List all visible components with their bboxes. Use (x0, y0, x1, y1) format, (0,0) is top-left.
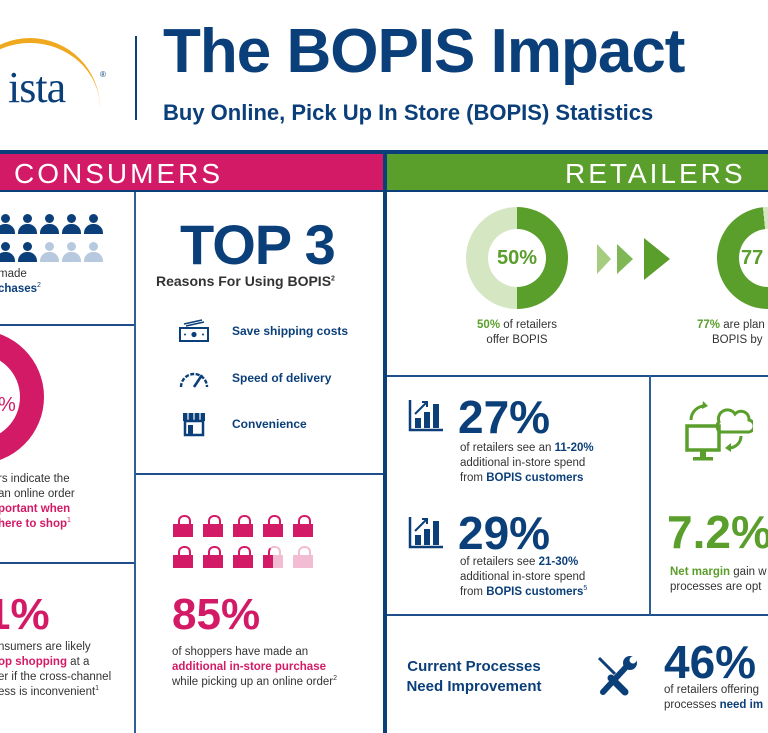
stat-value: 46% (664, 636, 757, 688)
person-icon (16, 214, 38, 236)
money-icon (176, 318, 212, 344)
page-title: The BOPIS Impact (163, 17, 685, 86)
row-divider (136, 473, 383, 475)
page-subtitle: Buy Online, Pick Up In Store (BOPIS) Sta… (163, 100, 654, 125)
row-divider (0, 324, 134, 326)
donut1-caption: 50% of retailers offer BOPIS (477, 319, 557, 346)
person-icon (82, 242, 104, 264)
shopping-bag-icon (233, 515, 253, 537)
bar-chart-icon (408, 398, 444, 437)
improvement-text: of retailers offering processes need im (664, 684, 764, 711)
bags-stat-text: of shoppers have made an additional in-s… (172, 646, 338, 688)
reason-item: Save shipping costs (176, 318, 348, 344)
logo-arc (0, 38, 100, 118)
column-divider (649, 375, 651, 615)
shopping-bag-icon (173, 546, 193, 568)
shopping-bag-icon (293, 546, 313, 568)
shopping-bag-icon (293, 515, 313, 537)
top3-heading: TOP 3 (180, 213, 336, 276)
shopping-bag-icon (263, 515, 283, 537)
speedometer-icon (176, 365, 212, 391)
section-divider (383, 150, 387, 733)
row-divider (0, 562, 134, 564)
reason-item: Speed of delivery (176, 365, 331, 391)
person-icon (60, 214, 82, 236)
stat-value: 1% (0, 590, 50, 639)
shopping-bag-icon (203, 515, 223, 537)
person-icon (0, 214, 16, 236)
storefront-icon (176, 411, 212, 437)
top-border (0, 150, 768, 152)
reason-item: Convenience (176, 411, 307, 437)
donut2-caption: 77% are plan BOPIS by (697, 319, 765, 346)
donut-value: 50% (488, 229, 546, 287)
bar-chart-icon (408, 515, 444, 554)
person-icon (82, 214, 104, 236)
person-icon (0, 242, 16, 264)
donut-value: % (0, 394, 16, 417)
column-divider (134, 192, 136, 733)
person-icon (60, 242, 82, 264)
person-icon (16, 242, 38, 264)
logo: ista (8, 63, 66, 112)
person-icon (38, 242, 60, 264)
stat-27-text: of retailers see an 11-20% additional in… (460, 442, 594, 484)
row-divider (387, 614, 768, 616)
person-icon (38, 214, 60, 236)
stat-71-text: nsumers are likely op shopping at a er i… (0, 641, 112, 698)
consumers-band: CONSUMERS (0, 152, 383, 192)
computer-cloud-sync-icon (683, 396, 756, 473)
people-icon-grid (0, 214, 114, 264)
stat-29-text: of retailers see 21-30% additional in-st… (460, 556, 588, 598)
stat-value: 27% (458, 391, 551, 443)
arrow-icon (617, 244, 633, 274)
stat-72-text: Net margin gain w processes are opt (670, 566, 767, 593)
logo-registered-mark: ® (100, 70, 106, 79)
shopping-bag-grid (173, 515, 323, 568)
donut-stat-text: rs indicate the an online order portant … (0, 473, 75, 530)
people-stat-text: made chases2 (0, 268, 41, 295)
stat-value: 29% (458, 507, 551, 559)
shopping-bag-icon (173, 515, 193, 537)
arrow-icon (597, 244, 611, 274)
tools-icon (595, 654, 639, 703)
stat-value: 7.2% (667, 506, 768, 558)
stat-value: 85% (172, 590, 261, 639)
shopping-bag-icon (203, 546, 223, 568)
row-divider (387, 375, 768, 377)
improvement-heading: Current Processes Need Improvement (406, 658, 542, 695)
arrow-icon (644, 238, 670, 280)
shopping-bag-icon (263, 546, 283, 568)
header-divider (135, 36, 137, 120)
shopping-bag-icon (233, 546, 253, 568)
top3-subheading: Reasons For Using BOPIS2 (156, 273, 335, 289)
retailers-band: RETAILERS (387, 152, 768, 192)
